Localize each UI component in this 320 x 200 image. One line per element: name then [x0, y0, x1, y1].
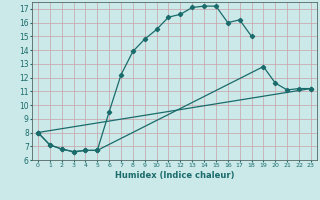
X-axis label: Humidex (Indice chaleur): Humidex (Indice chaleur) [115, 171, 234, 180]
